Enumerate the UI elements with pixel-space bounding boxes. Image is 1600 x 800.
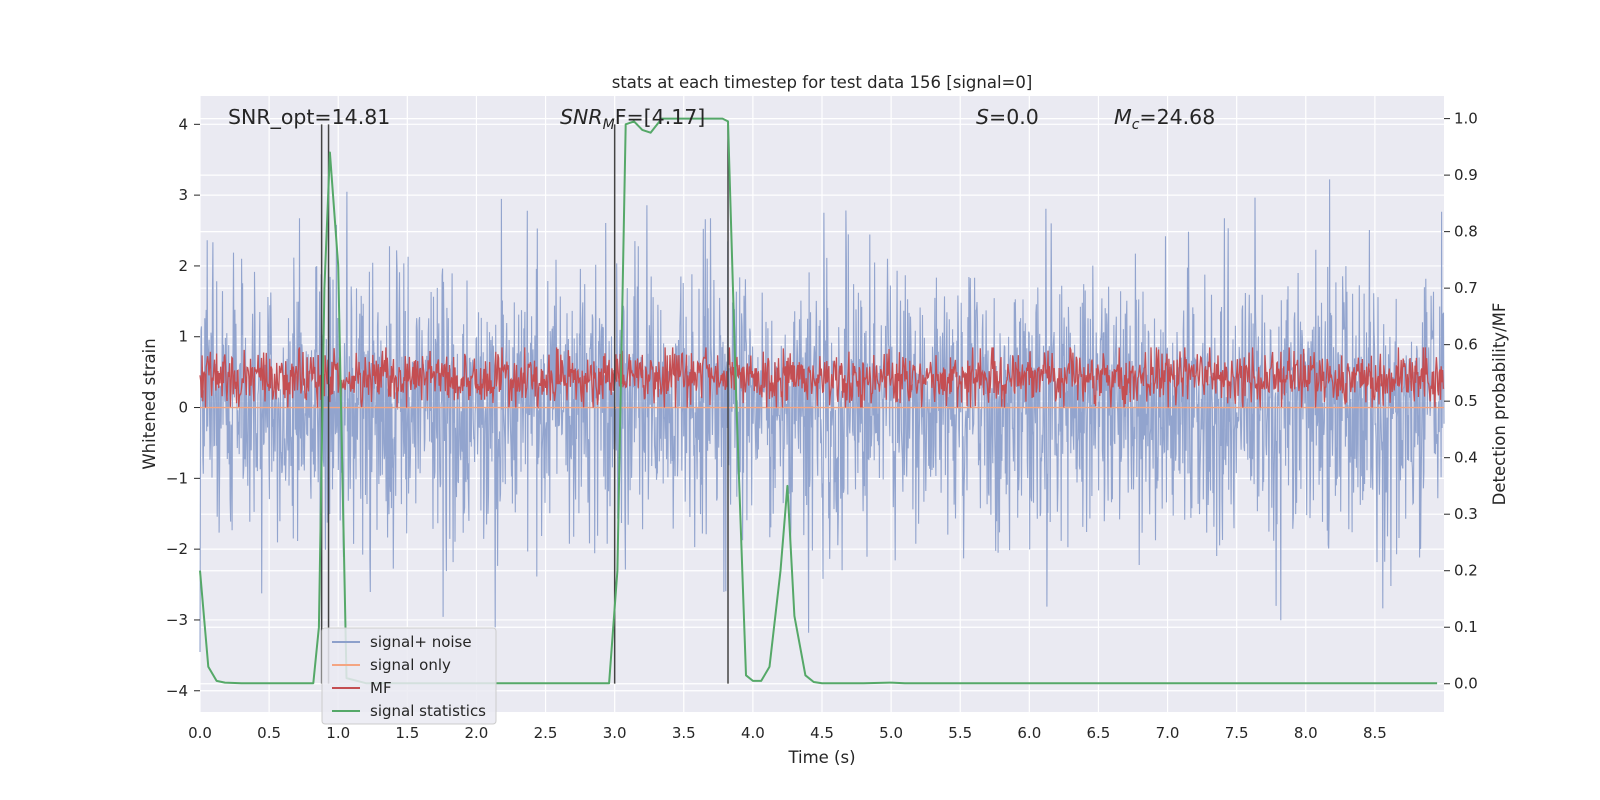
y-right-tick-label: 1.0 — [1454, 110, 1478, 128]
y-tick-label: 1 — [178, 328, 188, 346]
legend-label: MF — [370, 679, 392, 697]
annotation-mc-rest: =24.68 — [1139, 105, 1215, 129]
y-tick-label: 2 — [178, 257, 188, 275]
annotation-s-var: S — [976, 105, 989, 129]
mf-line — [199, 347, 1445, 409]
y-right-tick-label: 0.9 — [1454, 166, 1478, 184]
annotation-mc-sub: c — [1132, 117, 1140, 133]
mf-series — [199, 347, 1445, 409]
x-tick-label: 7.0 — [1156, 724, 1180, 742]
annotation-mc: Mc=24.68 — [1114, 105, 1215, 133]
annotation-snr-opt: SNR_opt=14.81 — [228, 105, 390, 130]
y-tick-label: −4 — [166, 682, 188, 700]
y-right-tick-label: 0.8 — [1454, 223, 1478, 241]
y-tick-label: −3 — [166, 611, 188, 629]
y-right-tick-label: 0.7 — [1454, 279, 1478, 297]
y-tick-label: 0 — [178, 399, 188, 417]
annotation-snr-mf-sub: M — [603, 117, 615, 133]
signal-statistics-series — [199, 117, 1438, 685]
x-tick-label: 5.0 — [879, 724, 903, 742]
x-tick-label: 3.0 — [603, 724, 627, 742]
y-tick-label: 3 — [178, 186, 188, 204]
annotation-mc-var: M — [1114, 105, 1132, 129]
x-tick-label: 6.0 — [1017, 724, 1041, 742]
legend-box — [321, 627, 497, 725]
x-tick-label: 2.5 — [534, 724, 558, 742]
signal-noise-line — [199, 179, 1445, 653]
y-axis-label: Whitened strain — [140, 338, 159, 469]
annotation-snr-mf-base: SNR — [560, 105, 603, 129]
y-right-axis-label: Detection probability/MF — [1490, 303, 1509, 506]
x-tick-label: 1.5 — [395, 724, 419, 742]
y-right-tick-label: 0.4 — [1454, 449, 1478, 467]
x-tick-labels: 0.0 0.5 1.0 1.5 2.0 2.5 3.0 3.5 4.0 4.5 5.0 5.5 6.0 6… — [188, 724, 1387, 742]
x-axis-label: Time (s) — [787, 748, 855, 767]
y-right-tick-label: 0.3 — [1454, 505, 1478, 523]
y-right-tick-label: 0.5 — [1454, 392, 1478, 410]
legend: signal+ noise signal only MF signal statist… — [321, 627, 497, 725]
x-tick-label: 3.5 — [672, 724, 696, 742]
annotation-s-rest: =0.0 — [989, 105, 1039, 129]
y-right-tick-labels: 0.0 0.1 0.2 0.3 0.4 0.5 0.6 0.7 0.8 0.9 1.0 — [1444, 110, 1478, 693]
x-tick-label: 4.5 — [810, 724, 834, 742]
y-right-tick-label: 0.1 — [1454, 618, 1478, 636]
x-tick-label: 7.5 — [1225, 724, 1249, 742]
x-tick-label: 8.0 — [1294, 724, 1318, 742]
annotation-snr-mf: SNRMF=[4.17] — [560, 105, 705, 133]
x-tick-label: 4.0 — [741, 724, 765, 742]
legend-items: signal+ noise signal only MF signal statist… — [332, 633, 486, 720]
y-right-tick-label: 0.2 — [1454, 562, 1478, 580]
x-tick-label: 6.5 — [1087, 724, 1111, 742]
y-tick-label: −2 — [166, 540, 188, 558]
x-tick-label: 1.0 — [326, 724, 350, 742]
annotation-s: S=0.0 — [976, 105, 1039, 129]
x-tick-label: 0.5 — [257, 724, 281, 742]
chart-title: stats at each timestep for test data 156… — [612, 73, 1033, 92]
legend-label: signal statistics — [370, 702, 486, 720]
y-tick-label: −1 — [166, 469, 188, 487]
y-right-tick-label: 0.6 — [1454, 336, 1478, 354]
legend-label: signal+ noise — [370, 633, 472, 651]
annotation-snr-mf-rest: F=[4.17] — [615, 105, 706, 129]
signal-statistics-line — [199, 117, 1438, 685]
x-tick-label: 5.5 — [948, 724, 972, 742]
y-right-tick-label: 0.0 — [1454, 675, 1478, 693]
x-tick-label: 8.5 — [1363, 724, 1387, 742]
legend-label: signal only — [370, 656, 451, 674]
y-tick-labels: −4 −3 −2 −1 0 1 2 3 4 — [166, 115, 200, 700]
x-tick-label: 2.0 — [465, 724, 489, 742]
y-tick-label: 4 — [178, 115, 188, 133]
signal-noise-series — [199, 179, 1445, 653]
x-tick-label: 0.0 — [188, 724, 212, 742]
